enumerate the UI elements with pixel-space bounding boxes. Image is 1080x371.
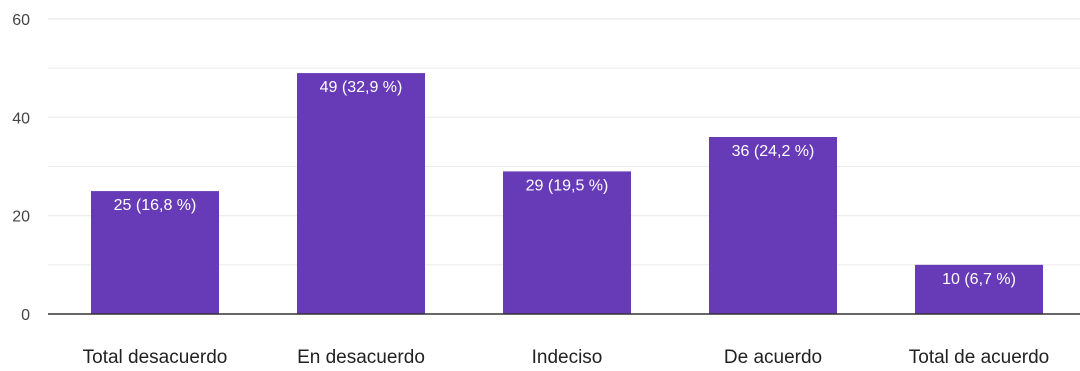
- bar: [503, 171, 631, 314]
- x-category-label: Total de acuerdo: [909, 347, 1050, 368]
- y-tick-label: 0: [21, 307, 30, 324]
- x-category-label: En desacuerdo: [297, 347, 425, 368]
- x-category-label: Indeciso: [532, 347, 603, 368]
- bar-data-labels: 25 (16,8 %) 49 (32,9 %) 29 (19,5 %) 36 (24,…: [114, 79, 1016, 288]
- y-tick-label: 60: [12, 12, 30, 29]
- y-tick-label: 40: [12, 110, 30, 127]
- gridlines: [48, 18, 1080, 266]
- x-axis-category-labels: Total desacuerdo En desacuerdo Indeciso De …: [83, 347, 1050, 368]
- bar: [91, 191, 219, 314]
- bar: [915, 264, 1043, 314]
- y-axis-tick-labels: 0 20 40 60: [12, 12, 30, 324]
- x-category-label: De acuerdo: [724, 347, 822, 368]
- bars: [91, 73, 1043, 314]
- bar-data-label: 10 (6,7 %): [942, 271, 1016, 288]
- bar-data-label: 36 (24,2 %): [732, 143, 815, 160]
- bar-data-label: 25 (16,8 %): [114, 197, 197, 214]
- bar: [709, 137, 837, 314]
- bar: [297, 73, 425, 314]
- y-tick-label: 20: [12, 209, 30, 226]
- x-category-label: Total desacuerdo: [83, 347, 228, 368]
- bar-data-label: 29 (19,5 %): [526, 177, 609, 194]
- bar-data-label: 49 (32,9 %): [320, 79, 403, 96]
